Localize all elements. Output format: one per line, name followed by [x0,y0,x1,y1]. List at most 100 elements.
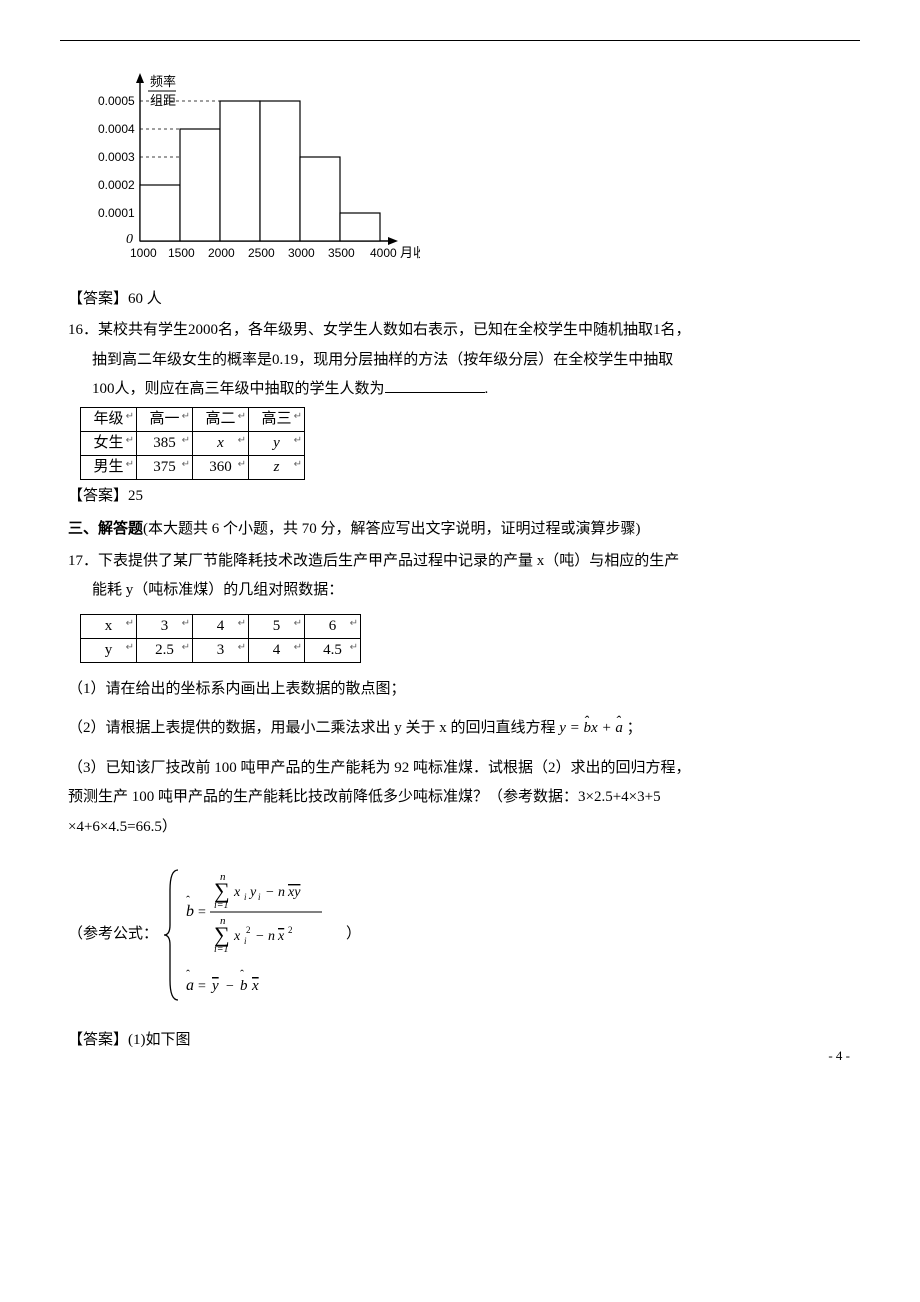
cell-x-5: 5↵ [249,614,305,638]
cell-female-g3: y ↵ [249,431,305,455]
table-row: x↵ 3↵ 4↵ 5↵ 6↵ [81,614,361,638]
formula-svg: b ˆ = n ∑ i=1 x i y i − n xy n ∑ i=1 x 2… [162,860,342,1010]
table-row: 男生↵ 375↵ 360↵ z ↵ [81,455,305,479]
cell-y-2.5: 2.5↵ [137,638,193,662]
svg-text:i: i [258,892,261,902]
y-label-top: 频率 [150,74,176,89]
cell-male-g2: 360↵ [193,455,249,479]
svg-text:y: y [210,978,219,994]
cell-female-label: 女生↵ [81,431,137,455]
answer-17: 【答案】(1)如下图 [68,1028,860,1054]
problem-17: 17．下表提供了某厂节能降耗技术改造后生产甲产品过程中记录的产量 x（吨）与相应… [68,549,860,575]
th-grade: 年级↵ [81,407,137,431]
svg-text:x: x [233,929,241,944]
svg-text:x: x [233,885,241,900]
svg-text:i=1: i=1 [214,900,229,911]
xtick-2000: 2000 [208,246,235,260]
svg-text:n: n [268,929,275,944]
problem-17-number: 17． [68,553,98,569]
cell-x-4: 4↵ [193,614,249,638]
svg-text:=: = [198,979,206,994]
cell-male-g3: z ↵ [249,455,305,479]
problem-16-period: . [485,381,489,397]
th-g2: 高二↵ [193,407,249,431]
svg-text:ˆ: ˆ [186,893,190,907]
problem-16-line1: 某校共有学生2000名，各年级男、女学生人数如右表示，已知在全校学生中随机抽取1… [98,322,691,338]
histogram-chart: 频率 组距 0.0005 0.0004 0.0003 0.0002 0.0001… [90,61,860,281]
problem-16-line3-text: 100人，则应在高三年级中抽取的学生人数为 [92,381,385,397]
xtick-2500: 2500 [248,246,275,260]
regression-equation: y = bˆx + aˆ [559,720,623,736]
cell-x-3: 3↵ [137,614,193,638]
xy-table: x↵ 3↵ 4↵ 5↵ 6↵ y↵ 2.5↵ 3↵ 4↵ 4.5↵ [80,614,361,663]
cell-y-label: y↵ [81,638,137,662]
svg-text:i: i [244,892,247,902]
cell-x-6: 6↵ [305,614,361,638]
cell-male-label: 男生↵ [81,455,137,479]
bar-2000 [220,101,260,241]
problem-17-q1: （1）请在给出的坐标系内画出上表数据的散点图； [68,677,860,703]
svg-text:−: − [226,979,234,994]
svg-text:xy: xy [287,885,301,900]
histogram-svg: 频率 组距 0.0005 0.0004 0.0003 0.0002 0.0001… [90,61,420,271]
section-3-header: 三、解答题(本大题共 6 个小题，共 70 分，解答应写出文字说明，证明过程或演… [68,517,860,543]
page-number: - 4 - [828,1045,850,1067]
problem-17-q3-line3: ×4+6×4.5=66.5） [68,815,860,841]
problem-16-line3: 100人，则应在高三年级中抽取的学生人数为. [68,377,860,403]
svg-text:2: 2 [288,925,293,935]
bar-1500 [180,129,220,241]
q2-suffix: ； [627,720,642,736]
xtick-1500: 1500 [168,246,195,260]
cell-y-4: 4↵ [249,638,305,662]
section-3-desc: (本大题共 6 个小题，共 70 分，解答应写出文字说明，证明过程或演算步骤) [143,521,641,537]
problem-16-number: 16． [68,322,98,338]
bar-3500 [340,213,380,241]
fill-blank-16 [385,378,485,393]
th-g1: 高一↵ [137,407,193,431]
cell-y-4.5: 4.5↵ [305,638,361,662]
svg-text:x: x [251,978,259,994]
svg-text:i=1: i=1 [214,944,229,955]
problem-16-line2: 抽到高二年级女生的概率是0.19，现用分层抽样的方法（按年级分层）在全校学生中抽… [68,348,860,374]
ytick-0.0003: 0.0003 [98,150,135,164]
xtick-3500: 3500 [328,246,355,260]
ytick-0.0004: 0.0004 [98,122,135,136]
xtick-1000: 1000 [130,246,157,260]
problem-17-q3-line2: 预测生产 100 吨甲产品的生产能耗比技改前降低多少吨标准煤？（参考数据：3×2… [68,785,860,811]
ytick-0.0005: 0.0005 [98,94,135,108]
svg-text:ˆ: ˆ [240,967,244,981]
answer-15: 【答案】60 人 [68,287,860,313]
svg-text:i: i [244,936,247,946]
problem-17-line1: 下表提供了某厂节能降耗技术改造后生产甲产品过程中记录的产量 x（吨）与相应的生产 [98,553,679,569]
cell-female-g2: x ↵ [193,431,249,455]
answer-16: 【答案】25 [68,484,860,510]
svg-text:−: − [256,929,264,944]
reference-formula: （参考公式： b ˆ = n ∑ i=1 x i y i − n xy n ∑ … [68,860,860,1010]
ytick-0.0001: 0.0001 [98,206,135,220]
svg-text:n: n [278,885,285,900]
problem-17-q3-line1: （3）已知该厂技改前 100 吨甲产品的生产能耗为 92 吨标准煤．试根据（2）… [68,756,860,782]
ytick-0.0002: 0.0002 [98,178,135,192]
svg-text:2: 2 [246,925,251,935]
y-label-bottom: 组距 [150,93,176,108]
grade-table: 年级↵ 高一↵ 高二↵ 高三↵ 女生↵ 385↵ x ↵ y ↵ 男生↵ 375… [80,407,305,480]
th-g3: 高三↵ [249,407,305,431]
svg-text:=: = [198,905,206,920]
bar-2500 [260,101,300,241]
table-row: 女生↵ 385↵ x ↵ y ↵ [81,431,305,455]
problem-17-q2: （2）请根据上表提供的数据，用最小二乘法求出 y 关于 x 的回归直线方程 y … [68,716,860,742]
bar-1000 [140,185,180,241]
svg-text:ˆ: ˆ [186,967,190,981]
x-axis-label: 月收入(元) [400,245,420,260]
origin-label: 0 [126,232,133,247]
cell-female-g1: 385↵ [137,431,193,455]
xtick-3000: 3000 [288,246,315,260]
cell-male-g1: 375↵ [137,455,193,479]
page-top-rule [60,40,860,41]
cell-x-label: x↵ [81,614,137,638]
bar-3000 [300,157,340,241]
table-row: y↵ 2.5↵ 3↵ 4↵ 4.5↵ [81,638,361,662]
problem-17-line2: 能耗 y（吨标准煤）的几组对照数据： [68,578,860,604]
q2-prefix: （2）请根据上表提供的数据，用最小二乘法求出 y 关于 x 的回归直线方程 [68,720,559,736]
formula-close: ） [346,922,361,948]
